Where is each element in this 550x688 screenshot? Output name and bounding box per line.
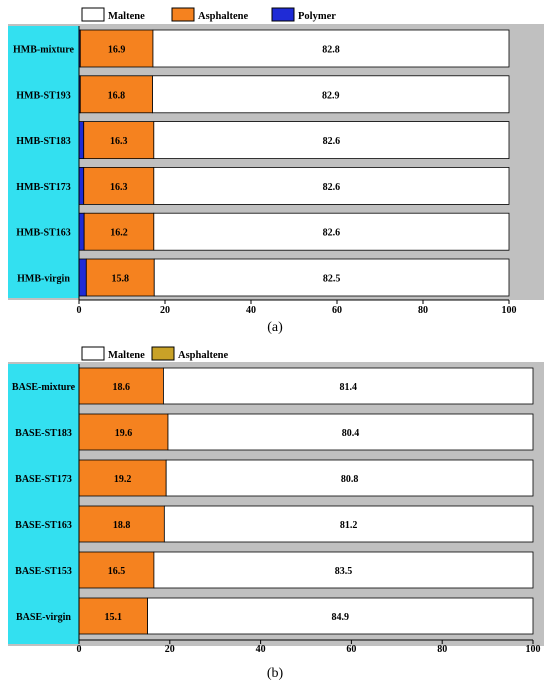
chart-b-bar-maltene <box>165 459 534 497</box>
chart-a-legend-label-maltene: Maltene <box>108 11 145 22</box>
chart-a-value-label-maltene: 82.6 <box>323 182 341 193</box>
chart-a-bar-asphaltene <box>79 29 154 68</box>
chart-a-bar-asphaltene <box>83 166 155 205</box>
chart-b-value-label-asphaltene: 16.5 <box>108 566 126 577</box>
chart-a-category-label: HMB-ST163 <box>16 228 70 239</box>
chart-a-value-label-maltene: 82.5 <box>323 274 341 285</box>
chart-a-bar-maltene <box>153 258 510 297</box>
chart-a-category-label-background <box>8 26 79 298</box>
chart-b-value-label-maltene: 80.4 <box>342 428 360 439</box>
chart-b-legend-swatch-asphaltene <box>151 346 175 361</box>
chart-a-legend-swatch-asphaltene <box>171 7 195 22</box>
chart-b-bar-maltene <box>147 597 534 635</box>
chart-b-value-label-asphaltene: 19.2 <box>114 474 132 485</box>
chart-a-bar-asphaltene <box>85 258 155 297</box>
chart-a-value-label-maltene: 82.6 <box>323 228 341 239</box>
chart-a-value-label-asphaltene: 16.3 <box>110 182 128 193</box>
chart-b-category-label: BASE-mixture <box>12 382 76 393</box>
chart-b-value-label-maltene: 83.5 <box>335 566 353 577</box>
chart-b-value-label-asphaltene: 18.8 <box>113 520 131 531</box>
chart-b-legend-label-maltene: Maltene <box>108 350 145 361</box>
chart-a-value-label-maltene: 82.9 <box>322 90 340 101</box>
chart-a-bar-maltene <box>152 75 510 114</box>
chart-b-value-label-maltene: 84.9 <box>332 612 350 623</box>
chart-a-bar-asphaltene <box>79 75 153 114</box>
chart-b-legend-swatch-maltene <box>81 346 105 361</box>
chart-a-value-label-asphaltene: 15.8 <box>112 274 130 285</box>
chart-a-legend-label-polymer: Polymer <box>298 11 336 22</box>
chart-a-bar-maltene <box>153 166 510 205</box>
chart-b-category-label: BASE-virgin <box>16 612 71 623</box>
chart-b-category-label: BASE-ST173 <box>15 474 72 485</box>
chart-a-bar-polymer <box>78 166 85 205</box>
chart-a-bar-polymer <box>78 212 85 251</box>
chart-b-value-label-maltene: 80.8 <box>341 474 359 485</box>
chart-b-bar-maltene <box>153 551 534 589</box>
chart-b-value-label-asphaltene: 15.1 <box>105 612 123 623</box>
chart-a-category-label: HMB-ST173 <box>16 182 70 193</box>
chart-b-x-tick-label: 40 <box>256 644 266 655</box>
chart-b-legend-label-asphaltene: Asphaltene <box>178 350 229 361</box>
chart-b-x-tick-label: 100 <box>526 644 541 655</box>
chart-b-value-label-maltene: 81.2 <box>340 520 358 531</box>
chart-a-bar-polymer <box>78 121 85 159</box>
chart-b-value-label-asphaltene: 19.6 <box>115 428 133 439</box>
chart-a-category-label: HMB-virgin <box>17 274 70 285</box>
chart-a-x-tick-label: 0 <box>77 305 82 316</box>
chart-a-value-label-asphaltene: 16.8 <box>108 90 126 101</box>
chart-a-bar-asphaltene <box>83 121 155 159</box>
chart-a-caption: (a) <box>267 320 283 335</box>
chart-b-x-tick-label: 60 <box>346 644 356 655</box>
chart-a-value-label-asphaltene: 16.3 <box>110 136 128 147</box>
chart-b-category-label: BASE-ST153 <box>15 566 72 577</box>
chart-a-bar-asphaltene <box>83 212 155 251</box>
chart-b-x-tick-label: 20 <box>165 644 175 655</box>
chart-a-category-label: HMB-ST193 <box>16 90 70 101</box>
chart-a-bar-maltene <box>152 29 510 68</box>
chart-b-value-label-maltene: 81.4 <box>339 382 357 393</box>
chart-b-bar-asphaltene <box>78 597 148 635</box>
chart-b-value-label-asphaltene: 18.6 <box>112 382 130 393</box>
chart-a-x-tick-label: 100 <box>502 305 517 316</box>
chart-a-value-label-asphaltene: 16.2 <box>110 228 128 239</box>
chart-b-bar-maltene <box>163 367 534 405</box>
chart-b-bar-maltene <box>163 505 534 543</box>
chart-a-legend-swatch-polymer <box>271 7 295 22</box>
chart-a-value-label-maltene: 82.6 <box>323 136 341 147</box>
chart-b-x-tick-label: 80 <box>437 644 447 655</box>
chart-a-bar-maltene <box>153 121 510 159</box>
chart-a-x-tick-label: 80 <box>418 305 428 316</box>
chart-a-x-tick-label: 40 <box>246 305 256 316</box>
chart-a-category-label: HMB-mixture <box>13 45 74 56</box>
chart-a-legend-swatch-maltene <box>81 7 105 22</box>
chart-a-panel-background <box>8 24 544 300</box>
chart-b-caption: (b) <box>267 666 284 681</box>
chart-b-bar-maltene <box>167 413 534 451</box>
chart-a-category-label: HMB-ST183 <box>16 136 70 147</box>
chart-b-category-label: BASE-ST163 <box>15 520 72 531</box>
chart-b-category-label-background <box>8 364 79 644</box>
chart-b-x-tick-label: 0 <box>77 644 82 655</box>
chart-a-value-label-asphaltene: 16.9 <box>108 45 126 56</box>
chart-a-x-tick-label: 20 <box>160 305 170 316</box>
chart-a-value-label-maltene: 82.8 <box>322 45 340 56</box>
chart-a-bar-maltene <box>153 212 510 251</box>
chart-a-bar-polymer <box>78 258 87 297</box>
chart-a-x-tick-label: 60 <box>332 305 342 316</box>
chart-b-category-label: BASE-ST183 <box>15 428 72 439</box>
chart-a-legend-label-asphaltene: Asphaltene <box>198 11 249 22</box>
